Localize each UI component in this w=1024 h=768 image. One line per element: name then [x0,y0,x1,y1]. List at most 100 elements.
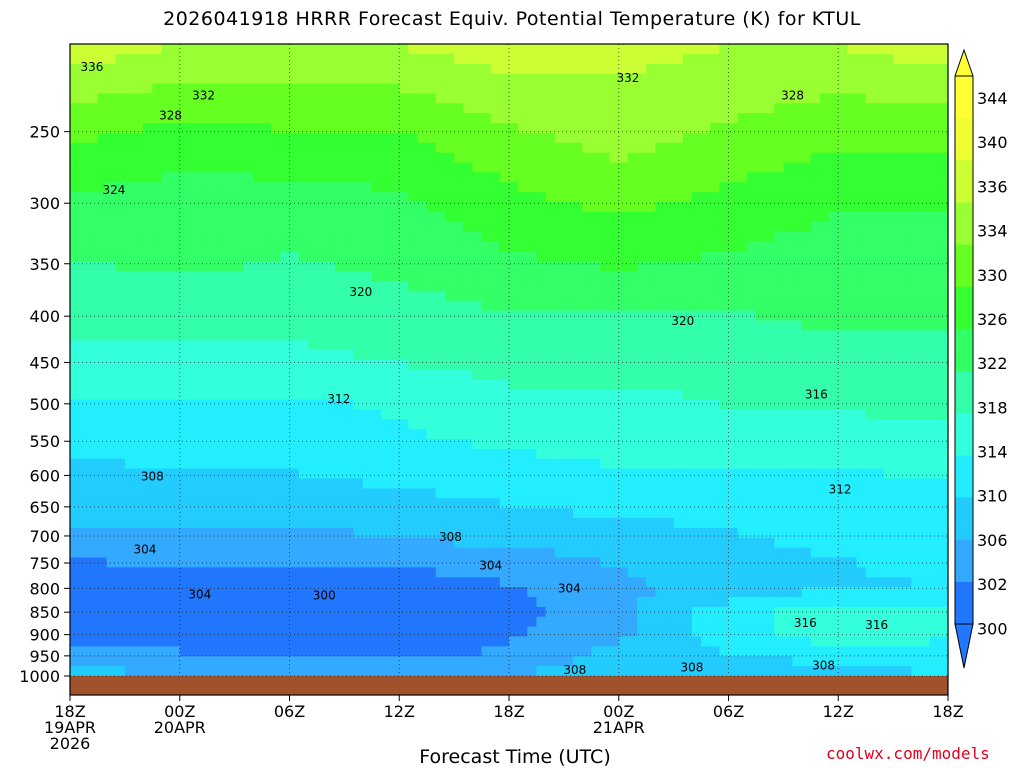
field-cell [143,73,153,85]
field-cell [509,123,519,134]
field-cell [454,231,464,243]
field-cell [728,182,739,193]
field-cell [783,182,794,193]
field-cell [335,360,345,371]
field-cell [911,152,922,164]
field-cell [847,44,858,55]
field-cell [554,300,565,312]
field-cell [637,251,647,262]
field-cell [673,63,684,75]
field-cell [472,429,483,440]
field-cell [509,389,519,401]
field-cell [335,281,345,292]
field-cell [582,537,592,549]
field-cell [883,73,894,85]
field-cell [179,320,190,331]
field-cell [408,419,419,430]
field-cell [371,172,382,183]
field-cell [746,399,757,410]
field-cell [106,231,117,243]
field-cell [755,369,766,381]
field-cell [755,241,766,252]
field-cell [207,360,217,371]
field-cell [106,320,117,331]
field-cell [444,44,455,55]
field-cell [682,399,693,410]
field-cell [664,330,675,341]
field-cell [417,330,428,341]
field-cell [444,360,455,371]
field-cell [545,448,556,460]
field-cell [179,44,190,55]
field-cell [691,142,702,154]
field-cell [765,330,775,341]
field-cell [426,93,437,104]
field-cell [673,379,684,391]
field-cell [673,271,684,282]
field-cell [856,458,867,470]
field-cell [408,192,419,203]
field-cell [710,83,720,94]
field-cell [463,211,474,223]
field-cell [655,281,666,292]
field-cell [426,113,437,124]
field-cell [810,518,821,529]
field-cell [627,182,638,193]
field-cell [426,310,437,322]
field-cell [755,488,766,499]
field-cell [207,103,217,114]
field-cell [783,320,794,331]
field-cell [390,221,400,233]
field-cell [591,429,602,440]
field-cell [637,439,647,450]
field-cell [454,340,464,351]
field-cell [70,53,80,65]
field-cell [563,281,574,292]
field-cell [307,369,318,381]
field-cell [472,488,483,499]
field-cell [161,508,172,519]
field-cell [929,152,940,164]
field-cell [353,340,364,351]
field-cell [207,518,217,529]
field-cell [390,478,400,489]
field-cell [97,83,108,94]
field-cell [188,182,199,193]
field-cell [810,478,821,489]
field-cell [600,132,611,144]
field-cell [902,172,913,183]
field-cell [115,537,126,549]
field-cell [399,142,409,154]
field-cell [792,202,803,213]
field-cell [490,192,501,203]
field-cell [518,458,528,470]
field-cell [426,44,437,55]
field-cell [536,350,547,361]
field-cell [737,44,748,55]
field-cell [481,251,492,262]
field-cell [444,468,455,480]
field-cell [518,439,528,450]
field-cell [216,508,227,519]
field-cell [362,300,373,312]
field-cell [161,53,172,65]
field-cell [719,44,730,55]
field-cell [792,103,803,114]
field-cell [746,300,757,312]
field-cell [801,162,812,173]
field-cell [97,360,108,371]
field-cell [463,537,474,549]
field-cell [911,439,922,450]
field-cell [847,172,858,183]
field-cell [737,162,748,173]
field-cell [536,379,547,391]
field-cell [719,221,730,233]
field-cell [893,409,903,420]
field-cell [481,211,492,223]
field-cell [289,172,300,183]
field-cell [929,132,940,144]
field-cell [856,113,867,124]
field-cell [216,281,227,292]
field-cell [444,478,455,489]
field-cell [527,399,538,410]
